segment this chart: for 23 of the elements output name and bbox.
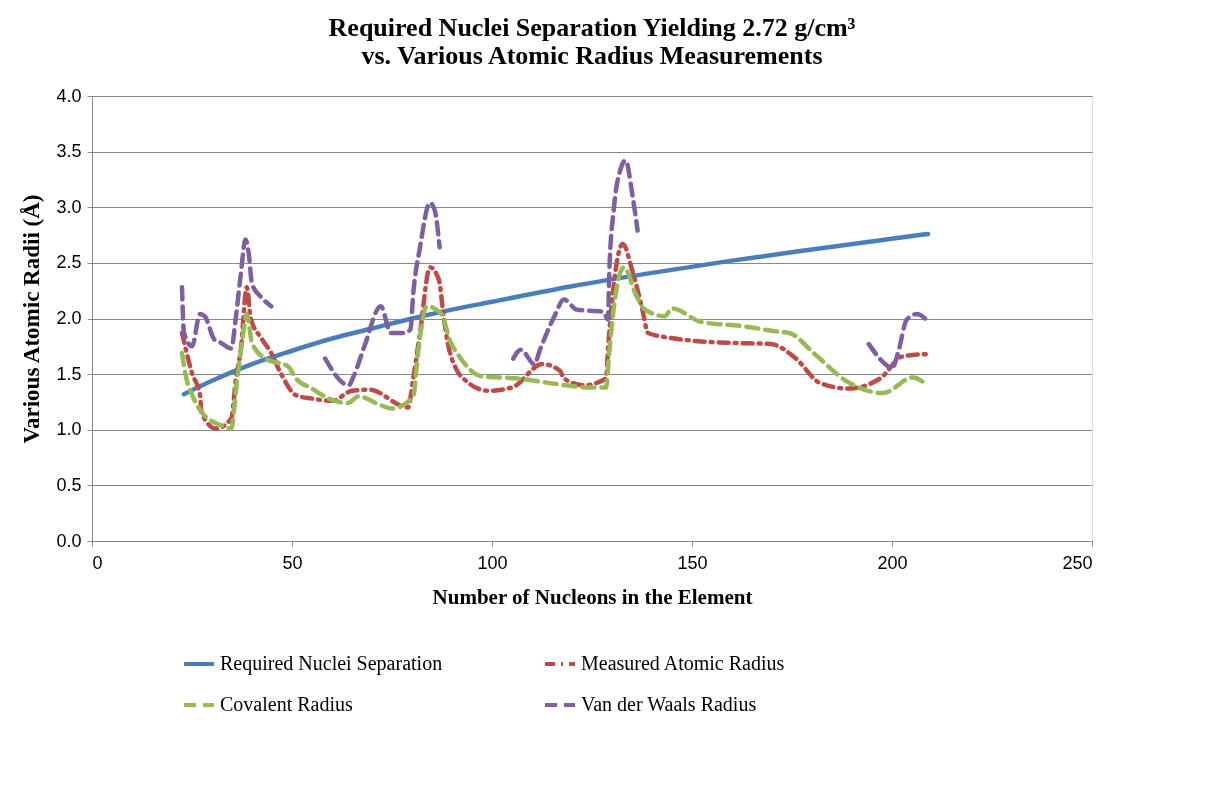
y-tick-label: 4.0 (56, 85, 82, 106)
y-tick-label: 2.5 (56, 252, 82, 273)
y-axis-title: Various Atomic Radii (Å) (19, 194, 45, 444)
y-tick-label: 0.5 (56, 474, 82, 495)
y-tick-label: 3.0 (56, 196, 82, 217)
x-tick-label: 150 (677, 552, 708, 573)
x-tick-label: 250 (1062, 552, 1093, 573)
y-tick-label: 1.5 (56, 363, 82, 384)
legend-label: Covalent Radius (220, 693, 353, 715)
legend-label: Required Nuclei Separation (220, 652, 443, 675)
y-tick-label: 3.5 (56, 141, 82, 162)
legend-label: Van der Waals Radius (581, 693, 757, 715)
x-axis-title: Number of Nucleons in the Element (432, 584, 753, 609)
y-tick-label: 0.0 (56, 530, 82, 551)
x-tick-label: 50 (282, 552, 303, 573)
legend-label: Measured Atomic Radius (581, 652, 785, 674)
line-series (181, 231, 931, 397)
x-tick-label: 100 (477, 552, 508, 573)
y-tick-label: 1.0 (56, 419, 82, 440)
x-tick-label: 0 (92, 552, 103, 573)
y-tick-label: 2.0 (56, 308, 82, 328)
x-tick-label: 200 (877, 552, 908, 573)
chart-title: Required Nuclei Separation Yielding 2.72 g/cm³ vs. Various Atomic Radius Measurements (328, 13, 856, 70)
